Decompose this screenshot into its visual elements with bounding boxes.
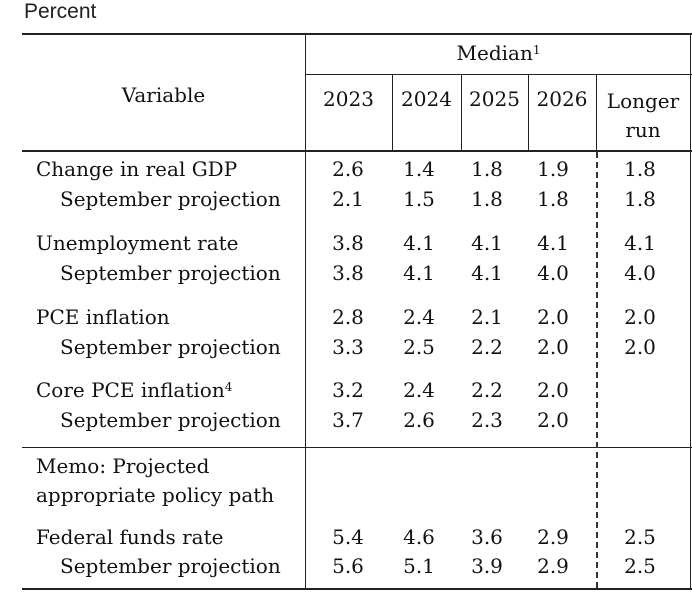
value-cell: 2.1 (332, 187, 364, 211)
value-cell: 2.6 (332, 157, 364, 181)
value-cell: 4.1 (471, 231, 503, 255)
value-cell: 1.4 (403, 157, 435, 181)
value-cell: 2.5 (403, 335, 435, 359)
header-bottom-rule (22, 150, 692, 152)
row-label-september: September projection (60, 408, 281, 432)
value-cell: 1.5 (403, 187, 435, 211)
longer-run-dashed-divider (596, 152, 598, 588)
value-cell: 4.1 (403, 261, 435, 285)
value-cell: 2.0 (537, 378, 569, 402)
value-cell: 3.6 (471, 525, 503, 549)
value-cell: 1.9 (537, 157, 569, 181)
row-label-september: September projection (60, 187, 281, 211)
value-cell: 2.4 (403, 305, 435, 329)
right-border (690, 33, 691, 590)
value-cell: 4.1 (403, 231, 435, 255)
value-cell: 4.6 (403, 525, 435, 549)
row-label-september: September projection (60, 554, 281, 578)
row-label-september: September projection (60, 335, 281, 359)
value-cell: 3.3 (332, 335, 364, 359)
value-cell: 2.0 (537, 408, 569, 432)
value-cell: 5.6 (332, 554, 364, 578)
value-cell: 2.5 (624, 554, 656, 578)
value-cell: 1.8 (471, 157, 503, 181)
value-cell: 2.3 (471, 408, 503, 432)
value-cell: 2.8 (332, 305, 364, 329)
value-cell: 1.8 (624, 187, 656, 211)
value-cell: 2.1 (471, 305, 503, 329)
value-cell: 3.2 (332, 378, 364, 402)
median-header: Median1 (456, 41, 541, 65)
year-header: 2026 (536, 87, 588, 111)
value-cell: 2.9 (537, 525, 569, 549)
value-cell: 2.0 (624, 305, 656, 329)
value-cell: 5.1 (403, 554, 435, 578)
memo-label: Memo: Projected appropriate policy path (36, 454, 275, 507)
year-divider-3 (528, 75, 529, 151)
value-cell: 2.0 (624, 335, 656, 359)
value-cell: 3.8 (332, 261, 364, 285)
unit-label: Percent (24, 0, 97, 23)
value-cell: 5.4 (332, 525, 364, 549)
year-header: 2024 (401, 87, 452, 111)
year-header: 2025 (469, 87, 520, 111)
value-cell: 1.8 (471, 187, 503, 211)
median-rule (305, 74, 692, 75)
value-cell: 4.1 (471, 261, 503, 285)
value-cell: 1.8 (624, 157, 656, 181)
memo-rule (22, 447, 692, 448)
top-rule (22, 33, 692, 35)
row-label: Unemployment rate (36, 231, 239, 255)
year-divider-1 (392, 75, 393, 151)
year-divider-4 (596, 75, 597, 151)
value-cell: 2.2 (471, 378, 503, 402)
row-footnote: 4 (224, 380, 233, 394)
value-cell: 2.0 (537, 335, 569, 359)
value-cell: 4.0 (537, 261, 569, 285)
variable-column-divider (305, 33, 306, 590)
longer-run-header: Longer run (606, 89, 680, 142)
row-label: Core PCE inflation4 (36, 378, 233, 402)
row-label: Federal funds rate (36, 525, 224, 549)
value-cell: 2.2 (471, 335, 503, 359)
value-cell: 2.6 (403, 408, 435, 432)
value-cell: 4.1 (537, 231, 569, 255)
year-divider-2 (461, 75, 462, 151)
median-footnote: 1 (532, 43, 541, 57)
value-cell: 3.9 (471, 554, 503, 578)
value-cell: 2.9 (537, 554, 569, 578)
row-label: PCE inflation (36, 305, 170, 329)
value-cell: 2.0 (537, 305, 569, 329)
value-cell: 4.1 (624, 231, 656, 255)
value-cell: 1.8 (537, 187, 569, 211)
row-label-september: September projection (60, 261, 281, 285)
value-cell: 2.4 (403, 378, 435, 402)
row-label: Change in real GDP (36, 157, 238, 181)
year-header: 2023 (323, 87, 374, 111)
bottom-rule (22, 588, 692, 590)
value-cell: 2.5 (624, 525, 656, 549)
value-cell: 3.7 (332, 408, 364, 432)
value-cell: 4.0 (624, 261, 656, 285)
value-cell: 3.8 (332, 231, 364, 255)
variable-header: Variable (121, 83, 206, 107)
